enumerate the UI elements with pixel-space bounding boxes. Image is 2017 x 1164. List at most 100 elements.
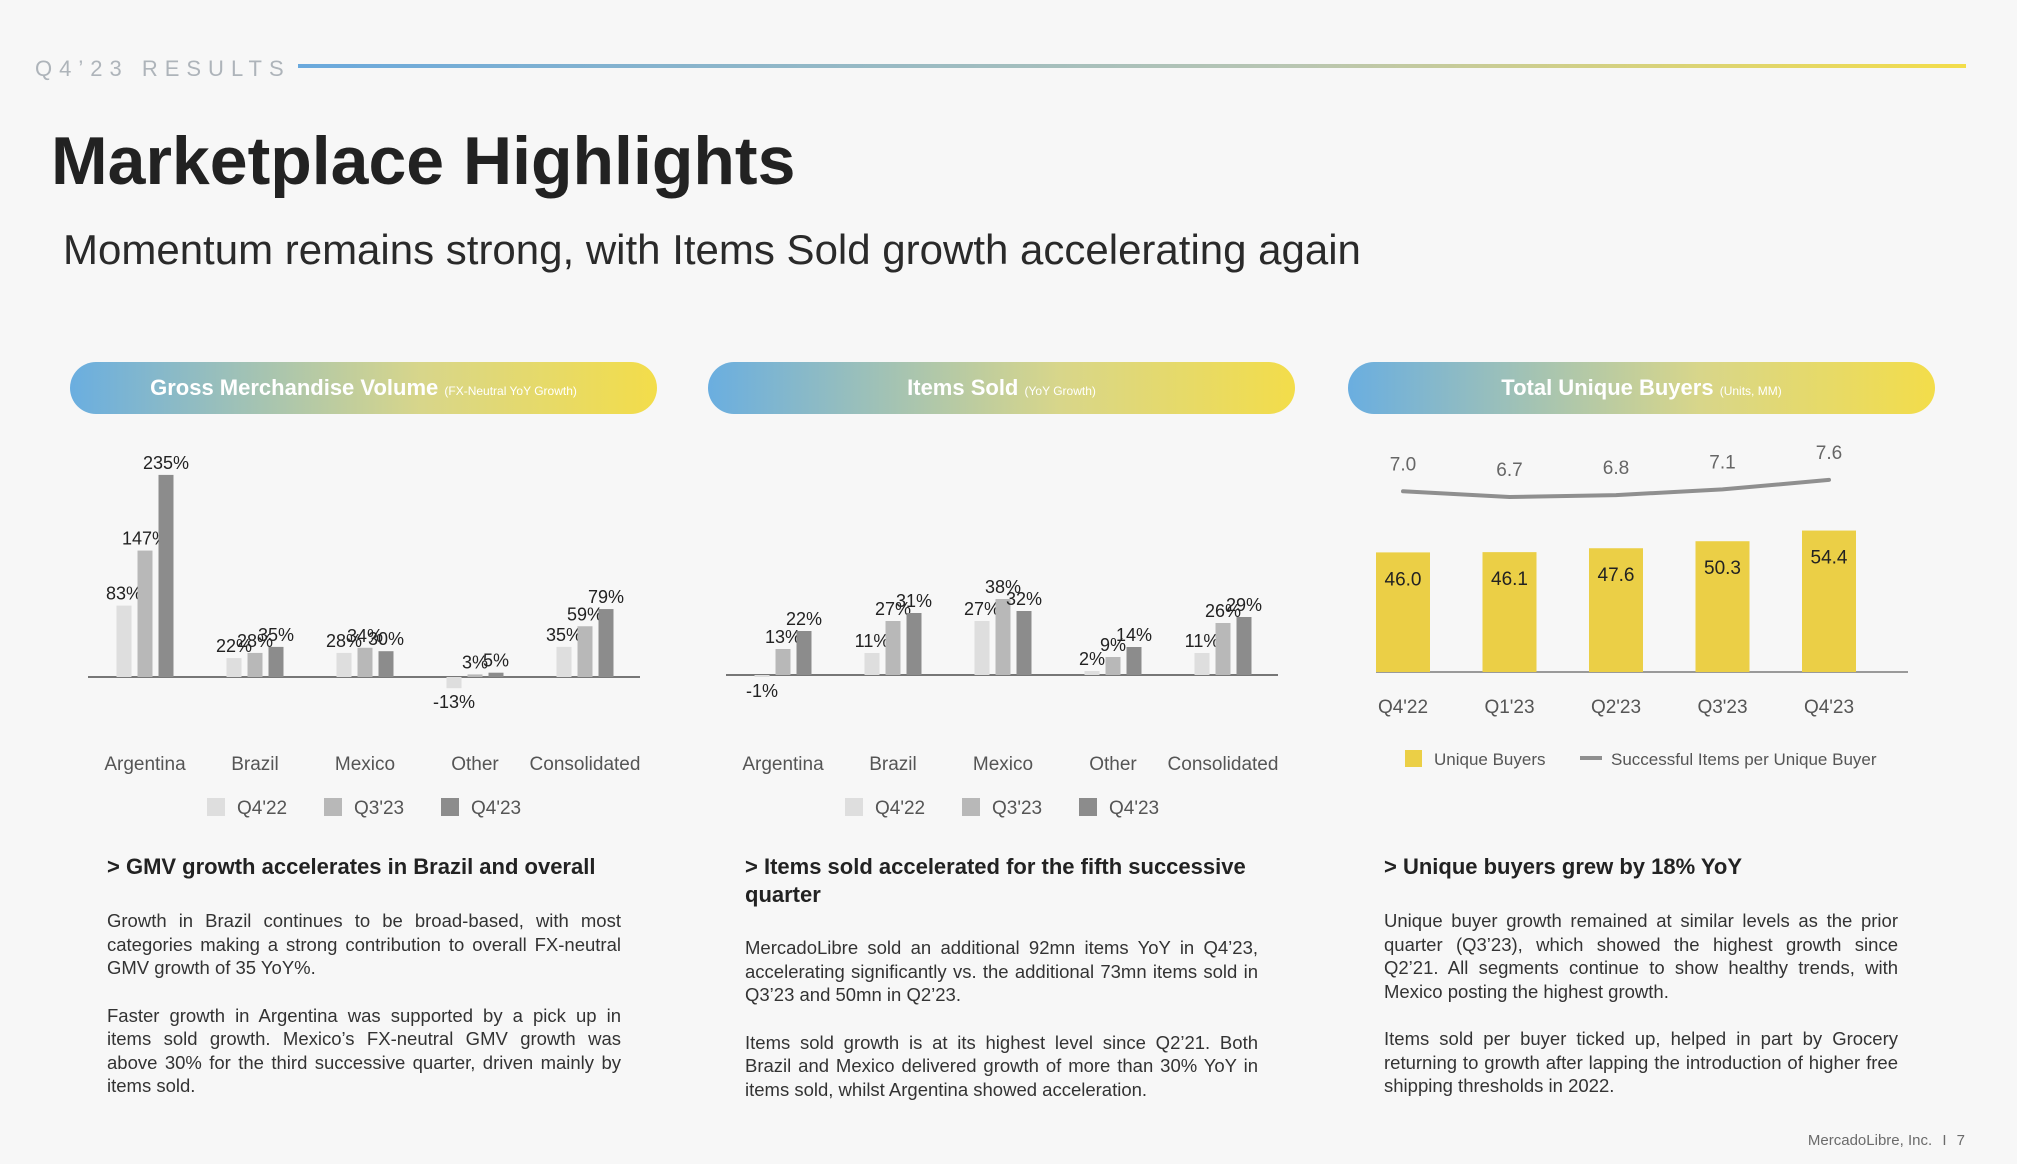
items-paragraph-1: MercadoLibre sold an additional 92mn ite… [745,937,1258,1005]
data-label-mexico-q3-23: 34% [347,626,383,646]
bar-brazil-q3-23 [247,652,263,677]
tick-label-other: Other [1089,754,1137,775]
tick-label-brazil: Brazil [231,754,279,775]
tick-label-q4-23: Q4'23 [1804,697,1854,718]
tick-label-consolidated: Consolidated [1168,754,1279,775]
data-label-items-per-buyer-q4-23: 7.6 [1816,443,1842,464]
data-label-brazil-q4-22: 22% [216,636,252,656]
data-label-items-per-buyer-q1-23: 6.7 [1496,460,1522,481]
tick-label-q1-23: Q1'23 [1484,697,1534,718]
bar-other-q3-23 [467,674,483,677]
page-number: 7 [1956,1132,1965,1149]
bar-unique-buyers-q1-23 [1482,552,1537,672]
data-label-mexico-q4-23: 32% [1006,589,1042,609]
data-label-argentina-q4-23: 22% [786,609,822,629]
bar-other-q4-22 [446,677,462,689]
bar-unique-buyers-q3-23 [1695,541,1750,672]
data-label-other-q4-23: 14% [1116,625,1152,645]
legend-label-q4-23: Q4'23 [1109,798,1159,819]
bar-argentina-q4-22 [754,675,770,677]
bar-other-q4-22 [1084,671,1100,675]
legend-label-q4-23: Q4'23 [471,798,521,819]
data-label-unique-buyers-q4-23: 54.4 [1811,548,1848,569]
bar-brazil-q3-23 [885,621,901,675]
data-label-mexico-q4-22: 28% [326,631,362,651]
data-label-consolidated-q3-23: 59% [567,604,603,624]
bar-argentina-q4-23 [796,631,812,675]
legend-label-items-per-buyer: Successful Items per Unique Buyer [1611,750,1877,769]
data-label-mexico-q3-23: 38% [985,577,1021,597]
data-label-argentina-q3-23: 147% [122,529,168,549]
items-chart-header: Items Sold (YoY Growth) [708,362,1295,414]
data-label-other-q4-22: -13% [433,692,475,712]
bar-brazil-q4-23 [906,613,922,675]
tick-label-argentina: Argentina [104,754,186,775]
bar-unique-buyers-q4-23 [1802,530,1856,672]
bar-mexico-q3-23 [357,647,373,677]
data-label-other-q3-23: 9% [1100,635,1126,655]
buyers-chart-header: Total Unique Buyers (Units, MM) [1348,362,1935,414]
data-label-consolidated-q4-23: 79% [588,587,624,607]
legend-swatch-unique-buyers [1405,750,1422,767]
gmv-chart-title: Gross Merchandise Volume [150,375,439,400]
bar-mexico-q4-22 [336,652,352,677]
buyers-headline: > Unique buyers grew by 18% YoY [1384,854,1743,879]
tick-label-consolidated: Consolidated [530,754,641,775]
items-paragraph-2: Items sold growth is at its highest leve… [745,1031,1258,1100]
buyers-chart-note: (Units, MM) [1719,384,1782,398]
bar-unique-buyers-q4-22 [1376,552,1430,672]
items-sold-chart: -1%13%22%Argentina11%27%31%Brazil27%38%3… [726,577,1279,819]
data-label-consolidated-q4-23: 29% [1226,595,1262,615]
legend-swatch-q3-23 [962,798,980,816]
footer: MercadoLibre, Inc. I 7 [1808,1132,1965,1149]
data-label-argentina-q4-22: -1% [746,681,778,701]
bar-argentina-q3-23 [775,649,791,675]
bar-consolidated-q4-23 [1236,617,1252,675]
items-chart-note: (YoY Growth) [1024,384,1096,398]
bar-consolidated-q4-23 [598,609,614,677]
items-text: MercadoLibre sold an additional 92mn ite… [745,936,1258,1125]
data-label-unique-buyers-q3-23: 50.3 [1704,558,1741,579]
bar-mexico-q4-23 [1016,611,1032,675]
tick-label-q4-22: Q4'22 [1378,697,1428,718]
tick-label-q3-23: Q3'23 [1697,697,1747,718]
data-label-items-per-buyer-q4-22: 7.0 [1390,454,1416,475]
data-label-brazil-q3-23: 28% [237,631,273,651]
data-label-mexico-q4-23: 30% [368,629,404,649]
buyers-paragraph-1: Unique buyer growth remained at similar … [1384,910,1898,1002]
bar-argentina-q4-23 [158,474,174,677]
gmv-paragraph-1: Growth in Brazil continues to be broad-b… [107,910,621,978]
data-label-unique-buyers-q4-22: 46.0 [1385,569,1422,590]
legend-label-unique-buyers: Unique Buyers [1434,750,1546,769]
bar-argentina-q4-22 [116,605,132,677]
tick-label-other: Other [451,754,499,775]
legend-label-q4-22: Q4'22 [875,798,925,819]
page-title: Marketplace Highlights [51,123,796,199]
data-label-brazil-q4-22: 11% [855,631,890,651]
unique-buyers-chart: 46.0 Q4'22 7.0 46.1 Q1'23 6.7 47.6 Q2'23 6.8 50.3… [1376,443,1908,769]
bar-mexico-q4-22 [974,621,990,675]
bar-brazil-q4-22 [864,653,880,675]
data-label-unique-buyers-q2-23: 47.6 [1598,565,1635,586]
bar-mexico-q4-23 [378,651,394,677]
footer-company: MercadoLibre, Inc. [1807,1132,1933,1149]
bar-unique-buyers-q2-23 [1589,548,1643,672]
bar-other-q4-23 [488,672,504,677]
data-label-other-q4-23: 5% [483,651,509,671]
header-rule [298,64,1966,68]
legend-swatch-q4-22 [845,798,863,816]
buyers-paragraph-2: Items sold per buyer ticked up, helped i… [1384,1028,1898,1096]
legend-swatch-q3-23 [324,798,342,816]
legend-label-q4-22: Q4'22 [237,798,287,819]
gmv-growth-chart: 83%147%235%Argentina22%28%35%Brazil28%34… [88,453,641,819]
data-label-brazil-q4-23: 35% [258,625,294,645]
data-label-other-q4-22: 2% [1079,649,1105,669]
data-label-brazil-q4-23: 31% [896,591,932,611]
tick-label-q2-23: Q2'23 [1591,697,1641,718]
tick-label-brazil: Brazil [869,754,917,775]
data-label-unique-buyers-q1-23: 46.1 [1491,569,1528,590]
bar-other-q3-23 [1105,657,1121,675]
tick-label-argentina: Argentina [742,754,824,775]
page-subtitle: Momentum remains strong, with Items Sold… [63,226,1361,273]
tick-label-mexico: Mexico [335,754,395,775]
